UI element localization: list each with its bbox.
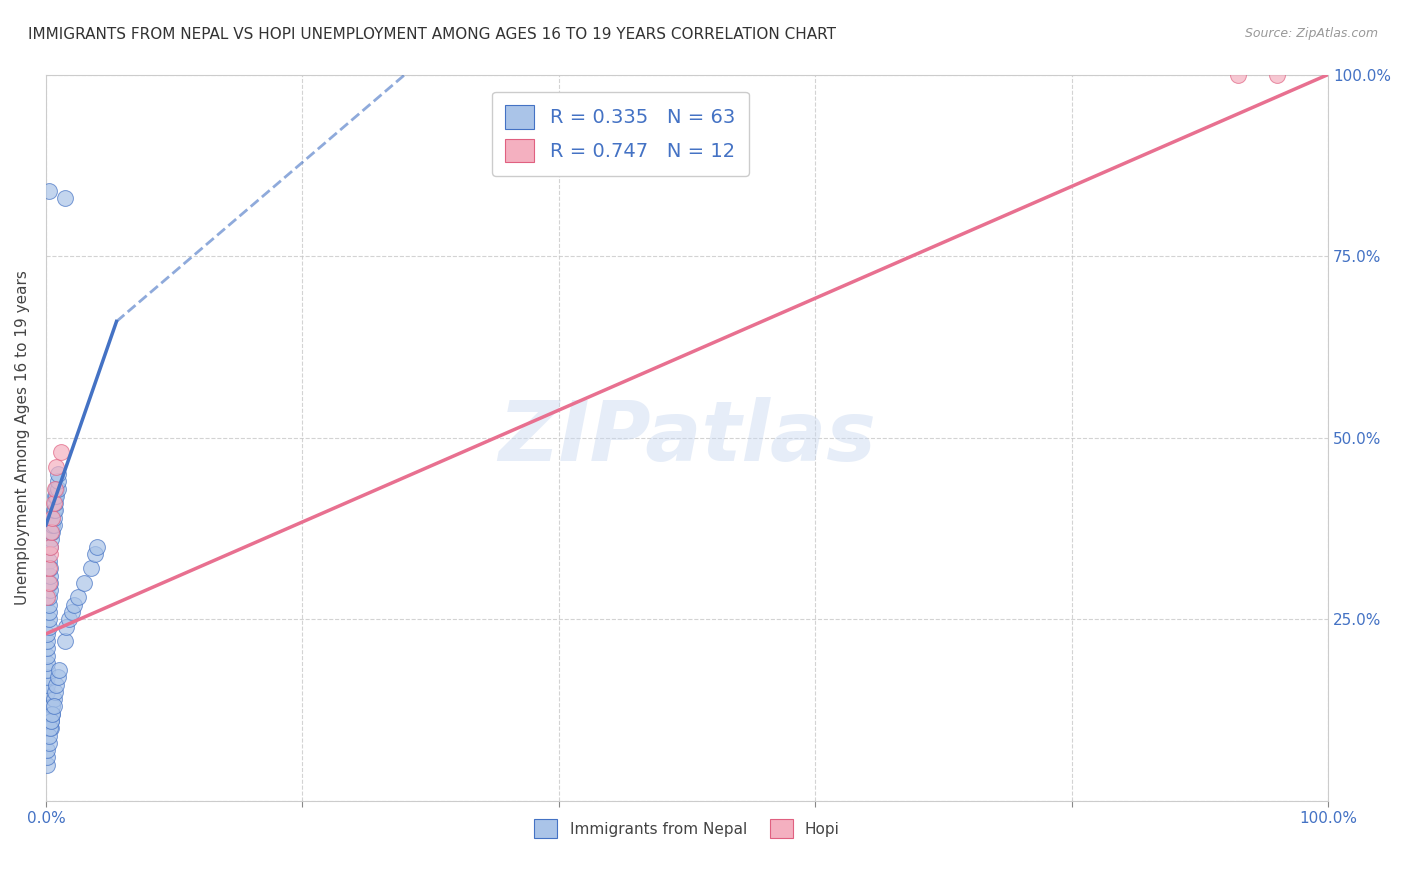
Point [39,525,62,540]
Point [46,482,69,496]
Point [46,670,69,684]
Point [38,554,60,568]
Point [37,663,59,677]
Point [39,721,62,735]
Point [73,576,96,591]
Point [39,714,62,728]
Point [41,510,63,524]
Point [38,591,60,605]
Point [41,706,63,721]
Point [42,503,65,517]
Point [42,496,65,510]
Point [38,568,60,582]
Point [48,663,70,677]
Point [45,459,67,474]
Point [55,619,77,633]
Point [38,540,60,554]
Point [37,743,59,757]
Point [38,721,60,735]
Point [41,525,63,540]
Point [37,757,59,772]
Point [37,627,59,641]
Point [39,714,62,728]
Point [53,191,76,205]
Point [37,656,59,670]
Point [38,583,60,598]
Point [42,692,65,706]
Point [38,619,60,633]
Point [44,482,66,496]
Point [42,510,65,524]
Point [38,576,60,591]
Point [60,605,83,619]
Point [83,547,105,561]
Point [45,489,67,503]
Point [45,482,67,496]
Point [37,750,59,764]
Point [41,517,63,532]
Point [42,517,65,532]
Point [58,612,80,626]
Point [38,184,60,198]
Point [37,648,59,663]
Point [51,445,73,459]
Point [44,489,66,503]
Point [46,475,69,489]
Point [37,641,59,656]
Point [46,467,69,481]
Point [38,561,60,575]
Point [39,525,62,540]
Y-axis label: Unemployment Among Ages 16 to 19 years: Unemployment Among Ages 16 to 19 years [15,270,30,605]
Point [38,540,60,554]
Point [44,503,66,517]
Point [38,576,60,591]
Point [38,561,60,575]
Point [42,699,65,714]
Legend: Immigrants from Nepal, Hopi: Immigrants from Nepal, Hopi [529,814,846,844]
Point [41,699,63,714]
Point [39,533,62,547]
Point [44,496,66,510]
Point [37,670,59,684]
Point [63,598,86,612]
Point [38,605,60,619]
Point [45,678,67,692]
Point [44,685,66,699]
Point [38,736,60,750]
Point [38,547,60,561]
Point [37,634,59,648]
Text: ZIPatlas: ZIPatlas [498,397,876,478]
Point [37,678,59,692]
Point [37,591,59,605]
Point [38,729,60,743]
Point [66,591,89,605]
Point [80,561,103,575]
Point [1227,68,1250,82]
Point [37,685,59,699]
Text: IMMIGRANTS FROM NEPAL VS HOPI UNEMPLOYMENT AMONG AGES 16 TO 19 YEARS CORRELATION: IMMIGRANTS FROM NEPAL VS HOPI UNEMPLOYME… [28,27,837,42]
Point [1265,68,1288,82]
Point [38,612,60,626]
Point [86,540,108,554]
Point [38,598,60,612]
Text: Source: ZipAtlas.com: Source: ZipAtlas.com [1244,27,1378,40]
Point [41,706,63,721]
Point [53,634,76,648]
